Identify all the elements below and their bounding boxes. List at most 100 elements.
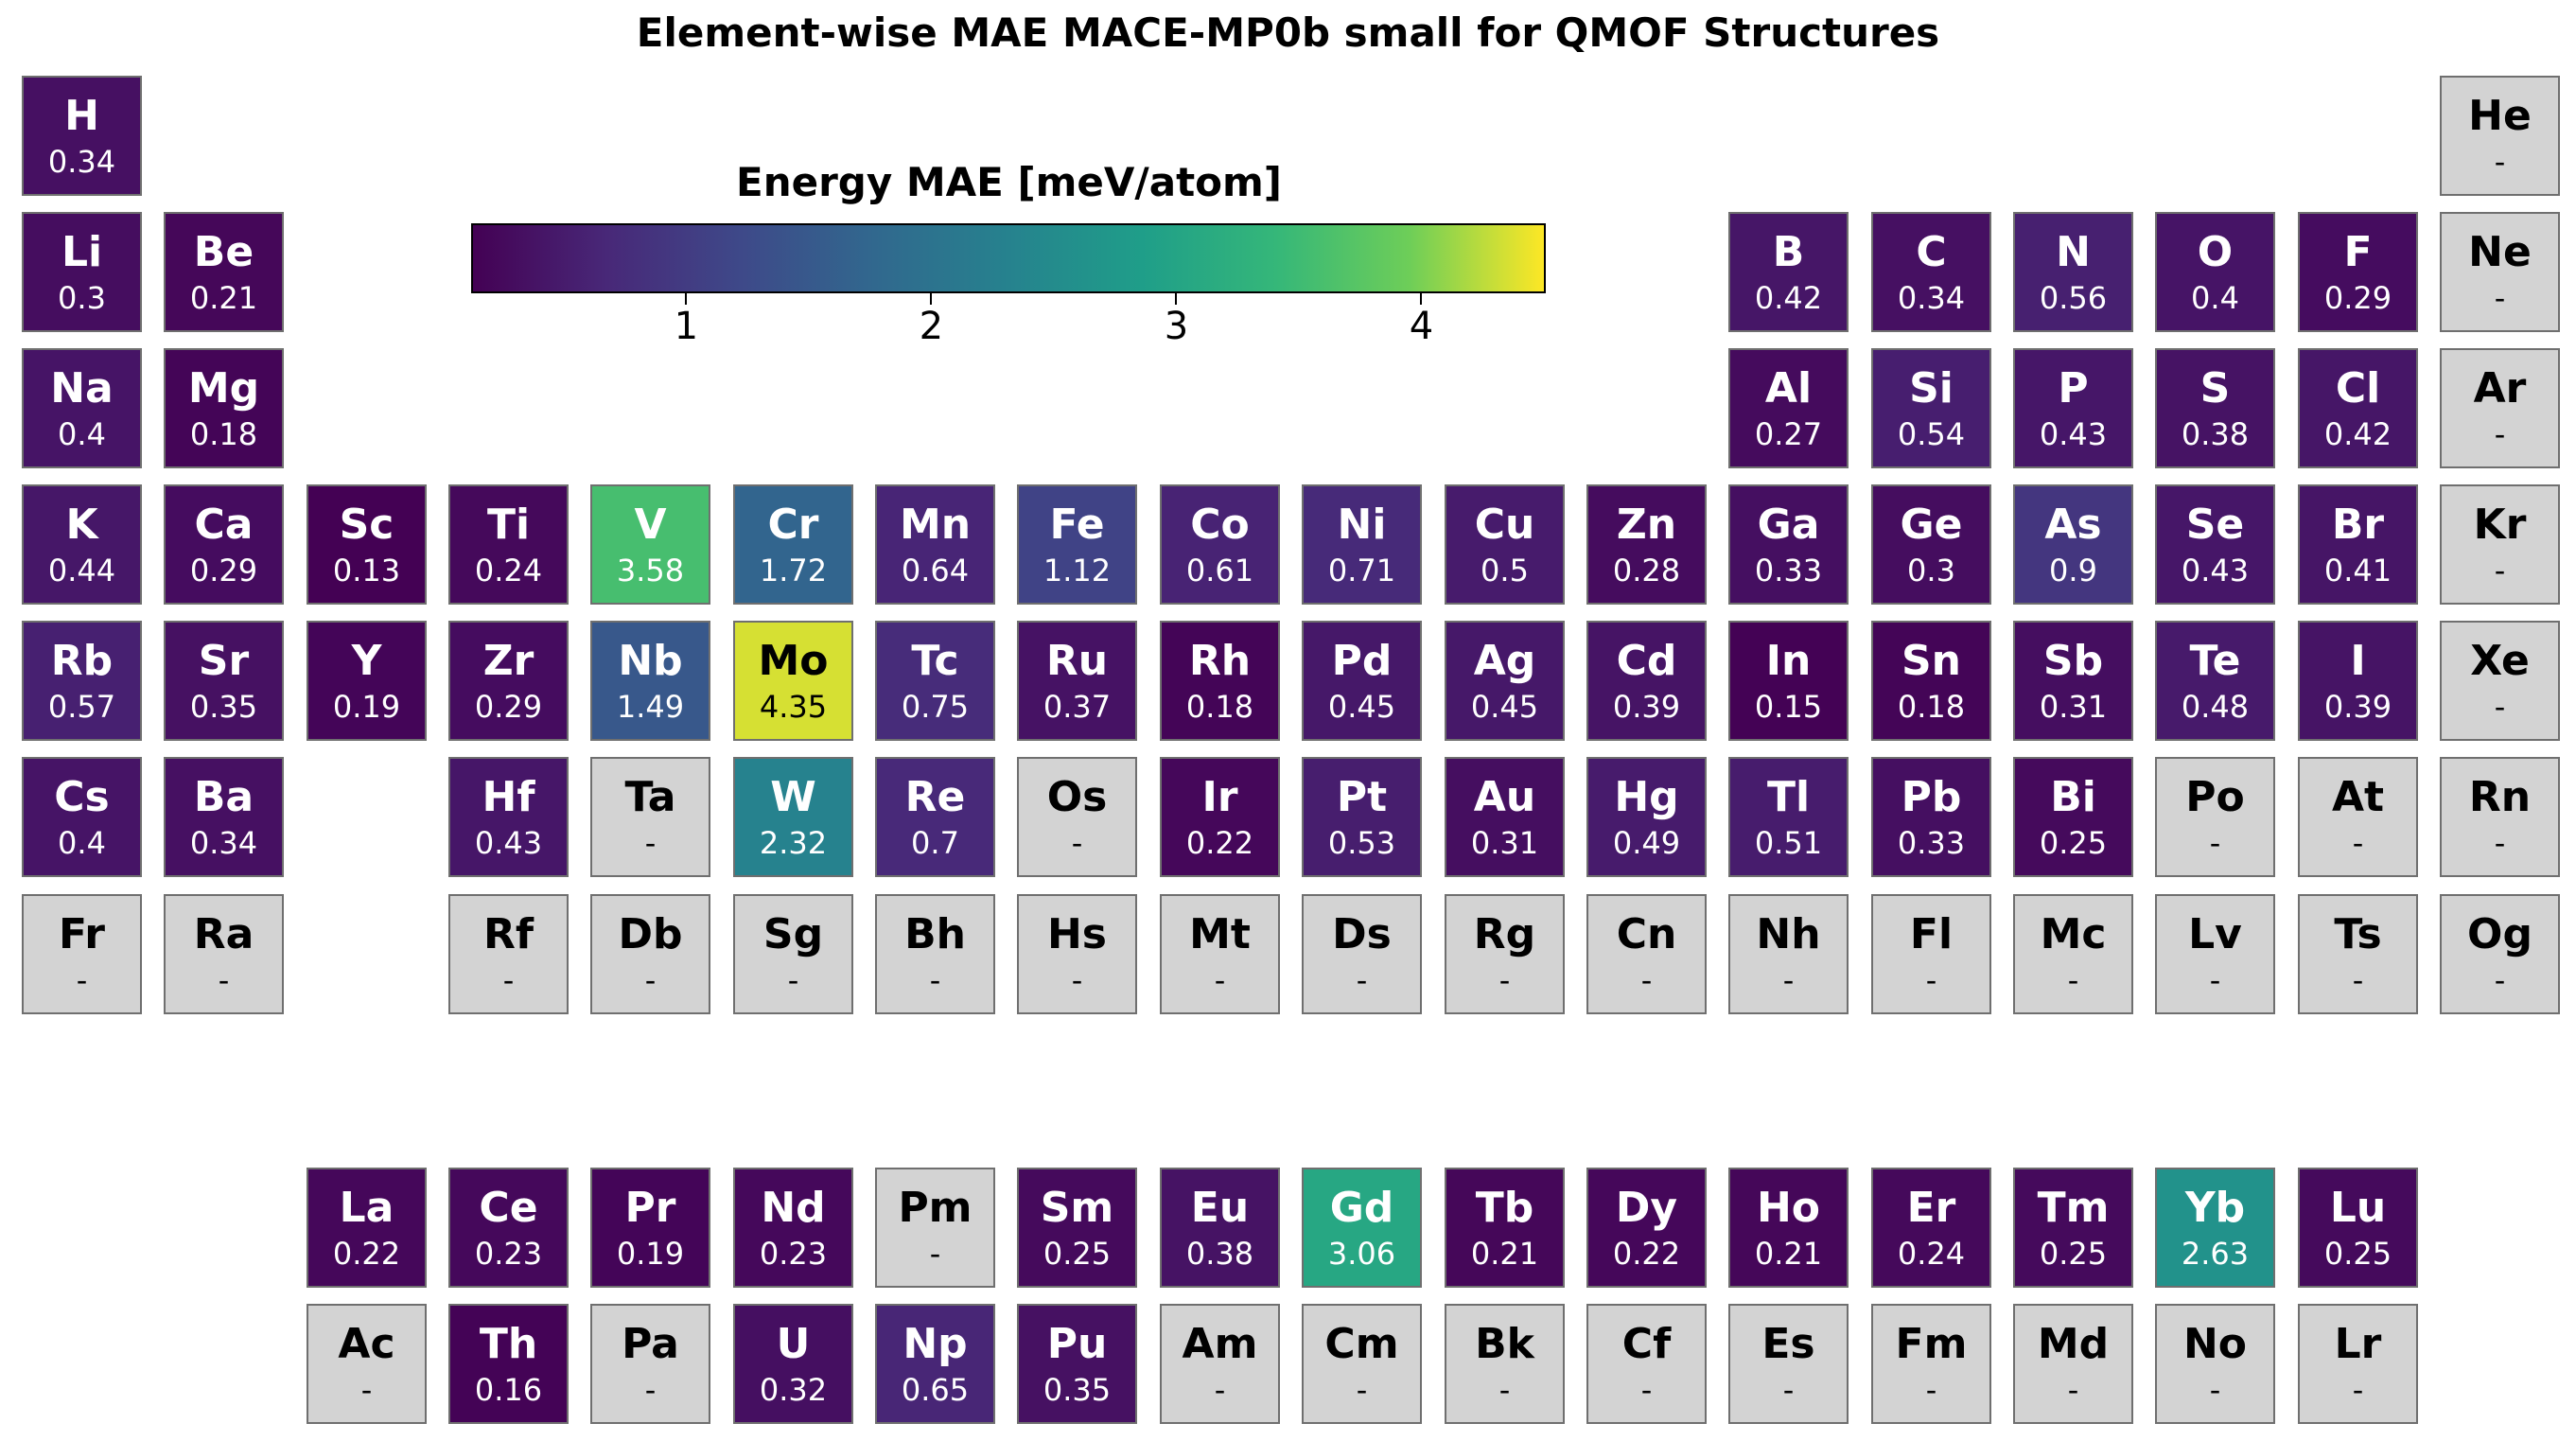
element-value: 0.16 xyxy=(474,1371,543,1408)
element-value: 0.33 xyxy=(1754,552,1823,589)
element-value: - xyxy=(502,961,515,998)
element-tile-fl: Fl - xyxy=(1871,894,1991,1014)
element-tile-md: Md - xyxy=(2013,1304,2133,1424)
element-tile-zr: Zr 0.29 xyxy=(448,621,569,741)
element-tile-pb: Pb 0.33 xyxy=(1871,757,1991,877)
element-tile-rg: Rg - xyxy=(1445,894,1565,1014)
element-tile-al: Al 0.27 xyxy=(1728,348,1849,468)
element-symbol: Sb xyxy=(2042,636,2104,685)
element-symbol: I xyxy=(2350,636,2366,685)
element-value: - xyxy=(218,961,230,998)
element-tile-hs: Hs - xyxy=(1017,894,1137,1014)
element-tile-b: B 0.42 xyxy=(1728,212,1849,332)
element-value: - xyxy=(2067,1371,2079,1408)
element-tile-bk: Bk - xyxy=(1445,1304,1565,1424)
element-value: 1.12 xyxy=(1043,552,1112,589)
element-tile-y: Y 0.19 xyxy=(307,621,427,741)
element-symbol: Si xyxy=(1909,363,1954,413)
element-tile-os: Os - xyxy=(1017,757,1137,877)
element-symbol: Lu xyxy=(2329,1183,2387,1232)
element-tile-ts: Ts - xyxy=(2298,894,2418,1014)
element-symbol: Na xyxy=(50,363,114,413)
element-symbol: Sm xyxy=(1040,1183,1114,1232)
element-tile-as: As 0.9 xyxy=(2013,484,2133,605)
element-value: - xyxy=(1925,1371,1937,1408)
element-value: 0.32 xyxy=(759,1371,828,1408)
element-value: - xyxy=(2352,961,2364,998)
element-value: 0.71 xyxy=(1327,552,1396,589)
element-value: 0.5 xyxy=(1481,552,1529,589)
element-tile-ac: Ac - xyxy=(307,1304,427,1424)
element-value: - xyxy=(644,1371,657,1408)
element-symbol: Cd xyxy=(1616,636,1677,685)
element-value: - xyxy=(1925,961,1937,998)
element-symbol: Bh xyxy=(904,909,966,958)
element-tile-th: Th 0.16 xyxy=(448,1304,569,1424)
element-value: 0.13 xyxy=(332,552,401,589)
element-symbol: Te xyxy=(2189,636,2241,685)
element-tile-sm: Sm 0.25 xyxy=(1017,1168,1137,1288)
element-symbol: Lr xyxy=(2334,1319,2382,1368)
element-tile-tb: Tb 0.21 xyxy=(1445,1168,1565,1288)
element-tile-re: Re 0.7 xyxy=(875,757,995,877)
element-symbol: Og xyxy=(2467,909,2532,958)
element-value: 0.43 xyxy=(2181,552,2250,589)
element-value: 0.42 xyxy=(2323,415,2392,452)
element-value: 0.3 xyxy=(58,279,106,316)
element-tile-lr: Lr - xyxy=(2298,1304,2418,1424)
element-symbol: Np xyxy=(902,1319,968,1368)
element-tile-ni: Ni 0.71 xyxy=(1302,484,1422,605)
element-symbol: Cf xyxy=(1621,1319,1672,1368)
element-symbol: Pa xyxy=(622,1319,679,1368)
element-symbol: Pd xyxy=(1331,636,1393,685)
element-value: 1.72 xyxy=(759,552,828,589)
element-tile-ar: Ar - xyxy=(2440,348,2560,468)
element-value: - xyxy=(1640,961,1653,998)
element-value: 0.31 xyxy=(1470,824,1539,861)
element-tile-cu: Cu 0.5 xyxy=(1445,484,1565,605)
element-value: 0.39 xyxy=(2323,688,2392,725)
element-symbol: Rg xyxy=(1473,909,1536,958)
element-symbol: N xyxy=(2056,227,2091,276)
element-value: 0.4 xyxy=(2191,279,2239,316)
element-value: - xyxy=(929,1235,941,1272)
element-symbol: Tl xyxy=(1766,772,1811,821)
element-value: 0.18 xyxy=(1897,688,1966,725)
element-value: 0.9 xyxy=(2049,552,2097,589)
element-tile-po: Po - xyxy=(2155,757,2275,877)
element-symbol: K xyxy=(65,500,98,549)
element-value: 0.4 xyxy=(58,415,106,452)
element-tile-ce: Ce 0.23 xyxy=(448,1168,569,1288)
element-symbol: Ge xyxy=(1900,500,1963,549)
colorbar-tick-label: 4 xyxy=(1409,305,1434,348)
element-value: 0.25 xyxy=(1043,1235,1112,1272)
element-symbol: Rn xyxy=(2468,772,2532,821)
element-tile-ru: Ru 0.37 xyxy=(1017,621,1137,741)
element-tile-np: Np 0.65 xyxy=(875,1304,995,1424)
element-value: 0.48 xyxy=(2181,688,2250,725)
element-symbol: Al xyxy=(1764,363,1813,413)
element-symbol: Nh xyxy=(1756,909,1821,958)
element-value: - xyxy=(76,961,88,998)
element-tile-hf: Hf 0.43 xyxy=(448,757,569,877)
element-symbol: No xyxy=(2182,1319,2248,1368)
element-symbol: Lv xyxy=(2188,909,2242,958)
element-tile-li: Li 0.3 xyxy=(22,212,142,332)
element-symbol: Yb xyxy=(2184,1183,2246,1232)
element-value: - xyxy=(2494,279,2506,316)
element-tile-er: Er 0.24 xyxy=(1871,1168,1991,1288)
element-value: - xyxy=(2494,961,2506,998)
element-value: 2.63 xyxy=(2181,1235,2250,1272)
element-value: 0.25 xyxy=(2323,1235,2392,1272)
element-tile-cf: Cf - xyxy=(1586,1304,1707,1424)
element-value: 0.34 xyxy=(189,824,258,861)
element-value: - xyxy=(1071,824,1083,861)
element-tile-bh: Bh - xyxy=(875,894,995,1014)
element-tile-sb: Sb 0.31 xyxy=(2013,621,2133,741)
element-symbol: Ra xyxy=(193,909,254,958)
element-value: 0.44 xyxy=(47,552,116,589)
element-value: 0.34 xyxy=(47,143,116,180)
element-tile-mg: Mg 0.18 xyxy=(164,348,284,468)
element-tile-bi: Bi 0.25 xyxy=(2013,757,2133,877)
colorbar-tick xyxy=(1420,293,1423,305)
